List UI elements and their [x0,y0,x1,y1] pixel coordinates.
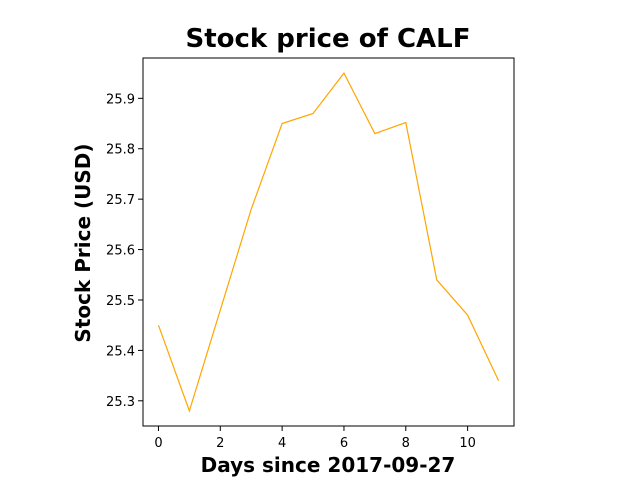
x-axis: 0 2 4 6 8 10 [154,426,476,451]
x-tick-label: 4 [278,436,286,451]
y-tick-label: 25.9 [106,92,135,107]
y-axis-label: Stock Price (USD) [71,143,95,342]
series-layer [157,72,500,413]
x-tick-label: 8 [402,436,410,451]
x-tick-label: 10 [459,436,476,451]
y-tick-label: 25.5 [106,294,135,309]
series-line [157,72,500,413]
chart-title: Stock price of CALF [186,24,471,54]
y-tick-label: 25.8 [106,143,135,158]
plot-area [142,57,515,427]
y-tick-label: 25.3 [106,395,135,410]
x-axis-label: Days since 2017-09-27 [201,453,456,477]
x-tick-label: 0 [154,436,162,451]
y-tick-label: 25.7 [106,193,135,208]
y-tick-label: 25.6 [106,244,135,259]
x-tick-label: 2 [216,436,224,451]
y-tick-label: 25.4 [106,344,135,359]
y-axis: 25.3 25.4 25.5 25.6 25.7 25.8 25.9 [106,92,143,410]
x-tick-label: 6 [340,436,348,451]
